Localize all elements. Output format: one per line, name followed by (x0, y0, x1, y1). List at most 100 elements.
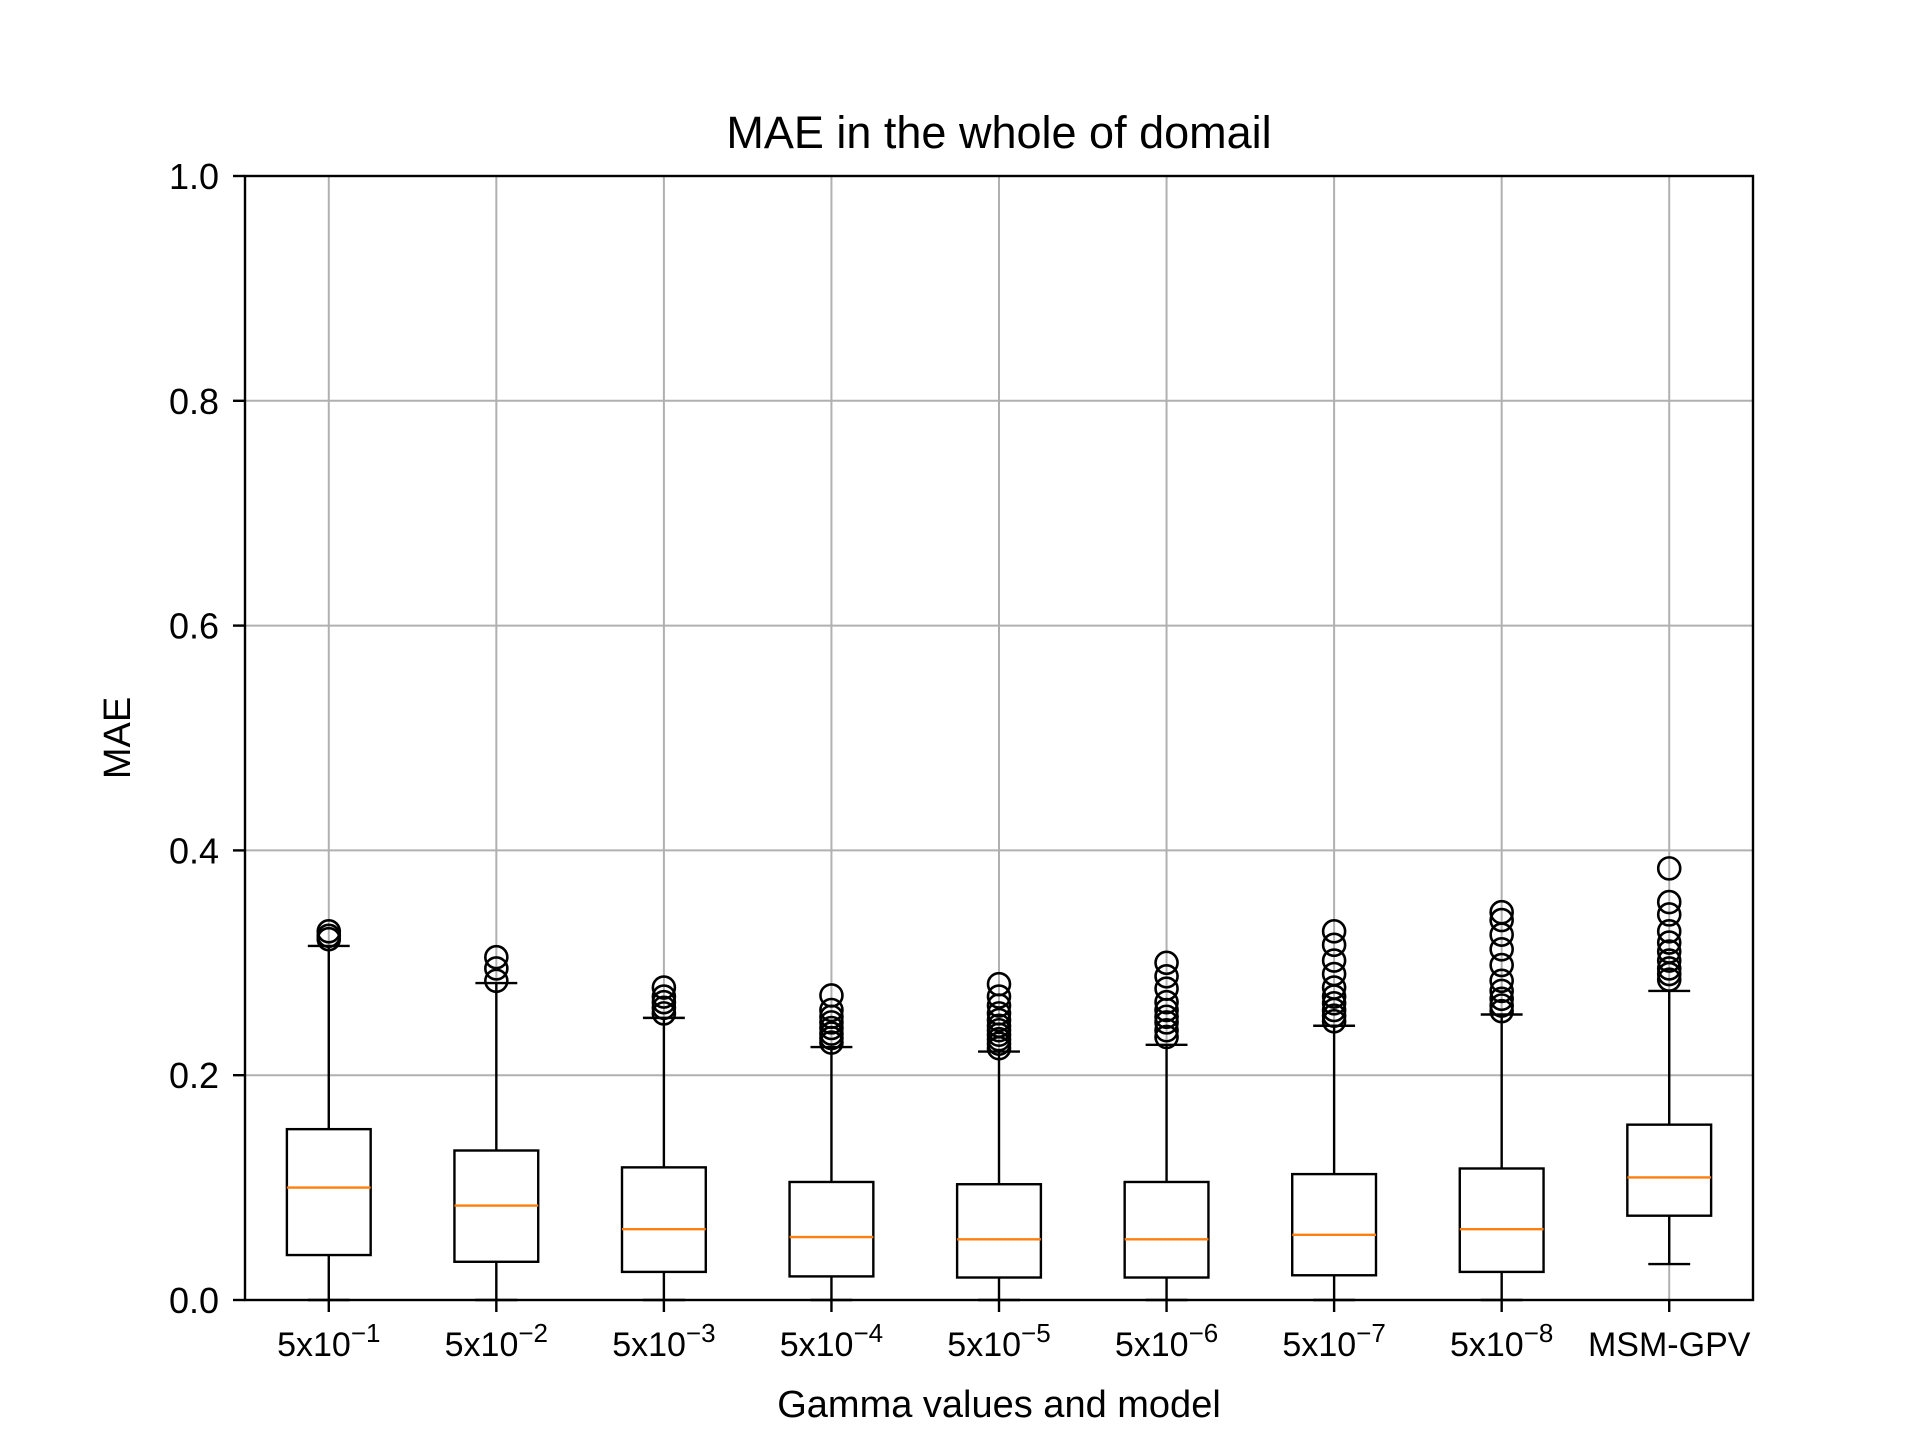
outlier-point (1656, 948, 1682, 973)
x-tick-label: 5x10−3 (612, 1318, 715, 1364)
iqr-box (788, 1180, 875, 1278)
outlier-point (986, 971, 1012, 997)
outlier-point (819, 1010, 844, 1035)
outlier-point (1489, 899, 1514, 925)
box-group (1123, 950, 1210, 1302)
outlier-point (1154, 1017, 1179, 1043)
outlier-point (1154, 1024, 1179, 1050)
x-axis-label: Gamma values and model (777, 1384, 1221, 1426)
outlier-point (986, 1013, 1012, 1039)
outlier-point (986, 984, 1012, 1009)
outlier-point (1321, 948, 1347, 973)
x-tick-label-base: 5x10 (780, 1326, 854, 1364)
iqr-box (620, 1166, 707, 1274)
outlier-point (1321, 975, 1347, 1000)
x-tick-label-exponent: −6 (1189, 1318, 1219, 1348)
y-tick-label: 0.6 (169, 606, 219, 647)
x-tick-label: 5x10−6 (1115, 1318, 1218, 1364)
outlier-point (819, 1015, 844, 1041)
outlier-point (1656, 967, 1682, 992)
x-tick-label-base: 5x10 (277, 1326, 351, 1364)
outlier-point (819, 997, 844, 1023)
outlier-point (1489, 978, 1514, 1004)
y-axis-label: MAE (97, 697, 139, 779)
outlier-point (651, 975, 677, 1000)
outlier-point (1489, 993, 1514, 1018)
outlier-point (1321, 990, 1347, 1016)
outlier-point (1489, 986, 1514, 1012)
outlier-point (986, 1001, 1012, 1026)
outlier-point (651, 984, 677, 1009)
iqr-box (1626, 1123, 1713, 1217)
x-tick-label-exponent: −2 (518, 1318, 548, 1348)
y-tick-label: 1.0 (169, 156, 219, 197)
box-group (1626, 856, 1713, 1266)
outlier-point (484, 968, 509, 994)
x-tick-label: 5x10−7 (1282, 1318, 1385, 1364)
x-tick-label-exponent: −8 (1524, 1318, 1554, 1348)
x-tick-label-exponent: −4 (853, 1318, 883, 1348)
outlier-point (316, 919, 342, 944)
outlier-point (1154, 950, 1179, 976)
iqr-box (1291, 1172, 1378, 1277)
x-tick-label-base: 5x10 (947, 1326, 1021, 1364)
x-tick-label-exponent: −1 (351, 1318, 381, 1348)
x-tick-label-exponent: −3 (686, 1318, 716, 1348)
outlier-point (484, 956, 509, 981)
x-axis-ticks: 5x10−1 5x10−2 5x10−3 5x10−4 5x10−5 5x10−6 5x10… (277, 1300, 1751, 1364)
x-tick-label-base: 5x10 (612, 1326, 686, 1364)
outlier-point (1154, 1004, 1179, 1030)
y-tick-label: 0.2 (169, 1055, 219, 1096)
outlier-point (1489, 998, 1514, 1024)
x-tick-label-base: 5x10 (445, 1326, 519, 1364)
outlier-point (1321, 1008, 1347, 1034)
chart-title: MAE in the whole of domail (726, 107, 1271, 158)
box-group (285, 919, 372, 1302)
y-axis-ticks: 0.0 0.2 0.4 0.6 0.8 1.0 (169, 156, 245, 1321)
outlier-point (1154, 976, 1179, 1001)
outlier-point (1656, 939, 1682, 964)
x-tick-label: 5x10−4 (780, 1318, 883, 1364)
x-tick-label: 5x10−8 (1450, 1318, 1553, 1364)
outlier-point (1656, 930, 1682, 955)
x-tick-label: MSM-GPV (1588, 1326, 1751, 1364)
box-group (788, 983, 875, 1302)
box-group (1458, 899, 1545, 1302)
outlier-point (986, 1007, 1012, 1033)
x-tick-label-exponent: −7 (1356, 1318, 1386, 1348)
outlier-point (651, 995, 677, 1021)
box-series (285, 856, 1713, 1302)
outlier-point (1154, 963, 1179, 989)
iqr-box (285, 1127, 372, 1257)
outlier-point (1154, 989, 1179, 1015)
outlier-point (1321, 919, 1347, 944)
iqr-box (1123, 1180, 1210, 1279)
outlier-point (1656, 902, 1682, 927)
x-tick-label: 5x10−2 (445, 1318, 548, 1364)
outlier-point (1489, 937, 1514, 962)
outlier-point (651, 989, 677, 1015)
iqr-box (1458, 1167, 1545, 1274)
outlier-point (1489, 907, 1514, 933)
x-tick-label-exponent: −5 (1021, 1318, 1051, 1348)
x-tick-label-base: 5x10 (1450, 1326, 1524, 1364)
x-tick-label-base: MSM-GPV (1588, 1326, 1751, 1364)
x-tick-label-base: 5x10 (1282, 1326, 1356, 1364)
y-tick-label: 0.8 (169, 381, 219, 422)
outlier-point (651, 1001, 677, 1026)
outlier-point (1489, 968, 1514, 994)
outlier-point (1489, 952, 1514, 978)
outlier-point (819, 1021, 844, 1046)
outlier-point (819, 983, 844, 1008)
x-tick-label: 5x10−5 (947, 1318, 1050, 1364)
box-group (453, 944, 540, 1302)
outlier-point (484, 944, 509, 970)
outlier-point (1656, 956, 1682, 981)
outlier-point (1656, 856, 1682, 881)
outlier-point (1154, 1010, 1179, 1035)
iqr-box (955, 1183, 1043, 1279)
outlier-point (1321, 961, 1347, 987)
y-tick-label: 0.4 (169, 830, 219, 871)
outlier-point (1321, 932, 1347, 958)
